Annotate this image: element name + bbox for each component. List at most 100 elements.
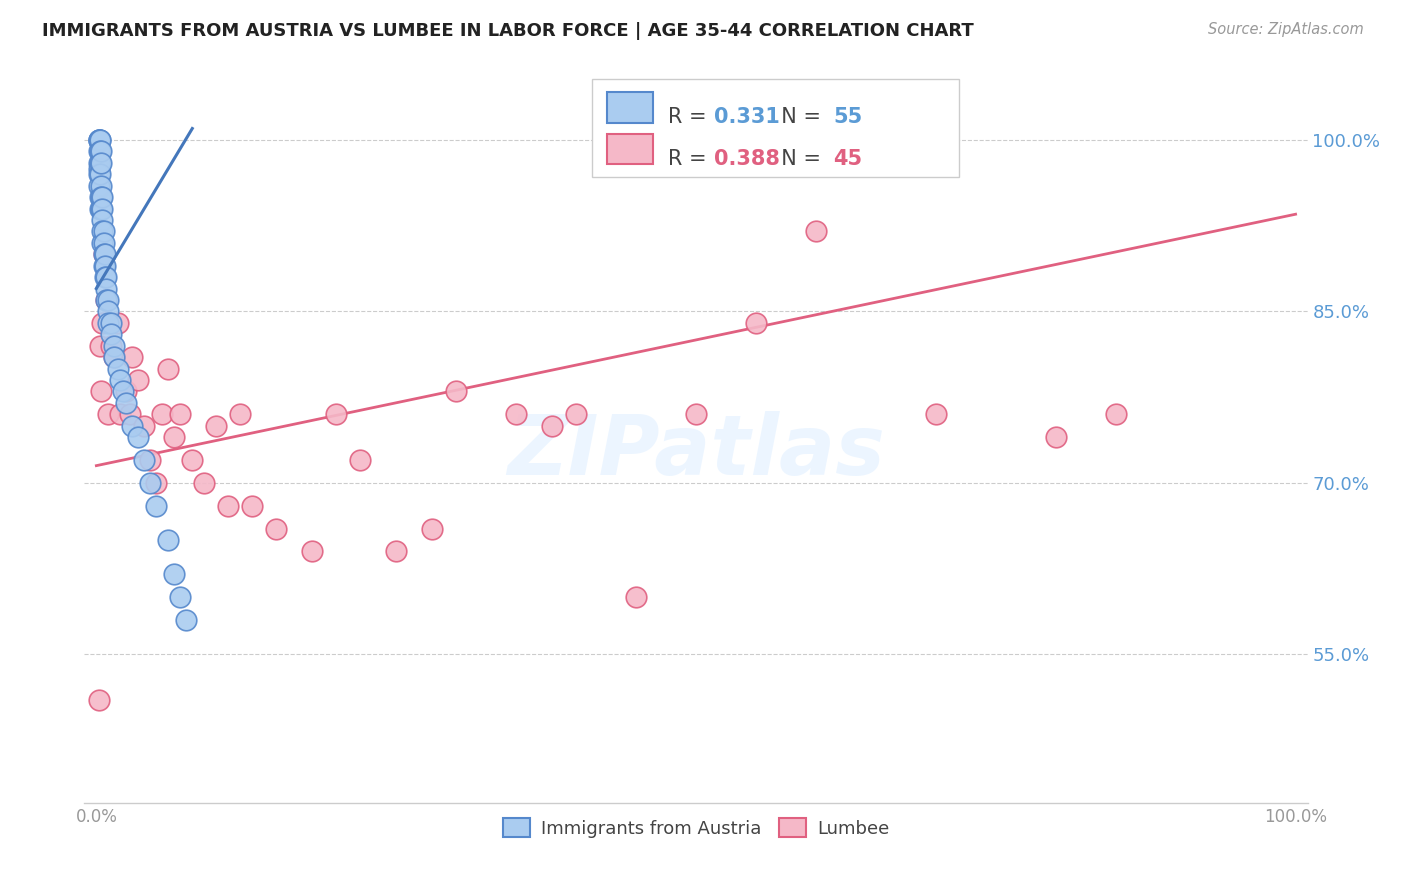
Point	[90, 155, 112, 169]
Point	[118, 407, 141, 421]
Point	[89, 339, 111, 353]
Point	[685, 407, 707, 421]
Point	[1105, 407, 1128, 421]
Point	[205, 418, 228, 433]
Point	[174, 613, 197, 627]
Point	[89, 202, 111, 216]
Point	[100, 316, 122, 330]
Point	[505, 407, 527, 421]
Point	[110, 373, 132, 387]
Text: IMMIGRANTS FROM AUSTRIA VS LUMBEE IN LABOR FORCE | AGE 35-44 CORRELATION CHART: IMMIGRANTS FROM AUSTRIA VS LUMBEE IN LAB…	[42, 22, 974, 40]
Point	[115, 396, 138, 410]
Point	[110, 407, 132, 421]
Point	[134, 418, 156, 433]
Point	[264, 521, 287, 535]
Point	[565, 407, 588, 421]
Point	[91, 202, 114, 216]
Point	[93, 224, 115, 238]
Point	[139, 475, 162, 490]
Point	[93, 259, 115, 273]
Point	[624, 590, 647, 604]
Point	[107, 361, 129, 376]
Point	[87, 155, 110, 169]
Point	[193, 475, 215, 490]
Point	[169, 590, 191, 604]
Point	[217, 499, 239, 513]
Point	[91, 190, 114, 204]
Text: ZIPatlas: ZIPatlas	[508, 411, 884, 492]
Point	[145, 499, 167, 513]
Point	[94, 293, 117, 307]
Point	[107, 316, 129, 330]
Point	[89, 133, 111, 147]
Point	[103, 350, 125, 364]
Point	[87, 161, 110, 176]
Point	[157, 533, 180, 547]
Point	[89, 155, 111, 169]
Point	[87, 178, 110, 193]
Point	[90, 178, 112, 193]
FancyBboxPatch shape	[592, 78, 959, 178]
Point	[94, 293, 117, 307]
Point	[163, 567, 186, 582]
Point	[229, 407, 252, 421]
Point	[90, 190, 112, 204]
Point	[111, 384, 134, 399]
Text: 0.388: 0.388	[714, 149, 780, 169]
Point	[134, 453, 156, 467]
Point	[100, 339, 122, 353]
Point	[163, 430, 186, 444]
Point	[127, 373, 149, 387]
Point	[115, 384, 138, 399]
Point	[93, 235, 115, 250]
Point	[103, 339, 125, 353]
Point	[87, 693, 110, 707]
Text: Source: ZipAtlas.com: Source: ZipAtlas.com	[1208, 22, 1364, 37]
Point	[93, 259, 117, 273]
Point	[385, 544, 408, 558]
Point	[100, 327, 122, 342]
Point	[127, 430, 149, 444]
Point	[91, 213, 114, 227]
Point	[89, 145, 111, 159]
Point	[169, 407, 191, 421]
Point	[89, 190, 111, 204]
Point	[91, 224, 114, 238]
Point	[325, 407, 347, 421]
Point	[121, 350, 143, 364]
Text: N =: N =	[768, 107, 828, 128]
Point	[87, 133, 110, 147]
Point	[349, 453, 371, 467]
Point	[89, 167, 111, 181]
Point	[91, 235, 114, 250]
Point	[103, 350, 125, 364]
Point	[240, 499, 263, 513]
Point	[157, 361, 180, 376]
Point	[444, 384, 467, 399]
Point	[181, 453, 204, 467]
Legend: Immigrants from Austria, Lumbee: Immigrants from Austria, Lumbee	[495, 811, 897, 845]
Point	[97, 304, 120, 318]
FancyBboxPatch shape	[606, 92, 654, 122]
Point	[301, 544, 323, 558]
Point	[541, 418, 564, 433]
Point	[87, 133, 110, 147]
Point	[90, 145, 112, 159]
Point	[87, 167, 110, 181]
Point	[145, 475, 167, 490]
Point	[87, 145, 110, 159]
Point	[804, 224, 827, 238]
Point	[97, 407, 120, 421]
Point	[89, 133, 111, 147]
Point	[150, 407, 173, 421]
Point	[93, 247, 115, 261]
Point	[91, 316, 114, 330]
Text: R =: R =	[668, 149, 713, 169]
Point	[420, 521, 443, 535]
Text: 0.331: 0.331	[714, 107, 780, 128]
Text: N =: N =	[768, 149, 828, 169]
Point	[93, 270, 117, 285]
Point	[745, 316, 768, 330]
Point	[94, 270, 117, 285]
Text: 45: 45	[832, 149, 862, 169]
